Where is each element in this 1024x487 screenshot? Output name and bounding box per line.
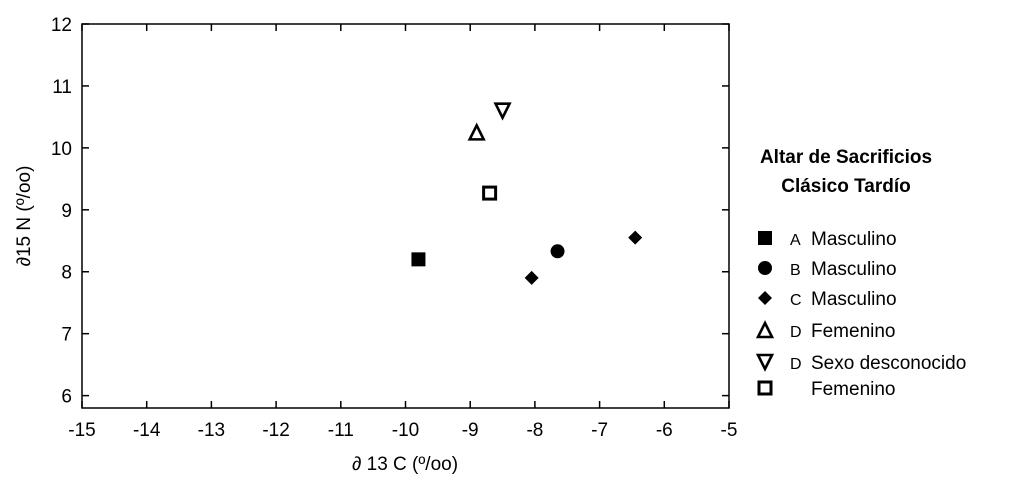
legend-label: Masculino bbox=[811, 259, 897, 280]
data-point-circle bbox=[550, 244, 565, 259]
legend-marker-triangle-up bbox=[755, 320, 775, 339]
x-tick-label: -7 bbox=[591, 420, 608, 441]
data-point-diamond bbox=[524, 270, 539, 285]
data-point-triangle-up bbox=[467, 122, 486, 141]
legend: A Masculino B Masculino C Masculino D Femenino D… bbox=[755, 229, 966, 400]
legend-letter: D bbox=[790, 356, 802, 373]
y-tick-label: 8 bbox=[61, 263, 72, 284]
x-tick-label: -12 bbox=[262, 420, 289, 441]
data-point-square bbox=[411, 252, 426, 267]
x-tick-label: -11 bbox=[328, 420, 354, 441]
legend-label: Masculino bbox=[811, 229, 897, 250]
legend-title-line-1: Altar de Sacrificios bbox=[760, 147, 932, 168]
data-point-diamond bbox=[628, 230, 643, 245]
data-points bbox=[411, 102, 643, 285]
x-axis-title: ∂ 13 C (º/oo) bbox=[352, 454, 458, 475]
legend-title-line-2: Clásico Tardío bbox=[781, 176, 911, 197]
y-tick-label: 10 bbox=[51, 139, 72, 160]
x-tick-label: -6 bbox=[656, 420, 673, 441]
legend-letter: B bbox=[790, 262, 801, 279]
x-tick-label: -14 bbox=[133, 420, 161, 441]
y-tick-label: 6 bbox=[61, 387, 72, 408]
legend-letter: C bbox=[790, 292, 802, 309]
y-axis-title: ∂15 N (º/oo) bbox=[14, 166, 35, 267]
x-tick-label: -10 bbox=[392, 420, 419, 441]
data-point-triangle-down bbox=[493, 102, 512, 121]
y-tick-label: 7 bbox=[61, 325, 72, 346]
axis-ticks: -15 -14 -13 -12 -11 -10 -9 -8 -7 -6 -5 6 7 8 9 10 11 12 bbox=[51, 15, 738, 441]
x-tick-label: -5 bbox=[721, 420, 738, 441]
legend-letter: D bbox=[790, 324, 802, 341]
legend-label: Femenino bbox=[811, 379, 896, 400]
plot-frame bbox=[81, 23, 730, 409]
legend-marker-square bbox=[758, 231, 772, 245]
legend-label: Sexo desconocido bbox=[811, 353, 966, 374]
legend-label: Femenino bbox=[811, 321, 896, 342]
x-tick-label: -13 bbox=[198, 420, 225, 441]
legend-letter: A bbox=[790, 232, 801, 249]
legend-marker-circle bbox=[758, 261, 772, 275]
x-tick-label: -9 bbox=[462, 420, 479, 441]
y-tick-label: 11 bbox=[52, 77, 72, 98]
legend-marker-diamond bbox=[758, 291, 772, 305]
data-point-hollow-square bbox=[482, 185, 498, 201]
x-tick-label: -8 bbox=[526, 420, 543, 441]
legend-marker-triangle-down bbox=[755, 353, 775, 372]
legend-marker-hollow-square bbox=[757, 380, 773, 396]
y-tick-label: 9 bbox=[61, 201, 72, 222]
x-tick-label: -15 bbox=[68, 420, 95, 441]
legend-label: Masculino bbox=[811, 289, 897, 310]
y-tick-label: 12 bbox=[51, 15, 72, 36]
